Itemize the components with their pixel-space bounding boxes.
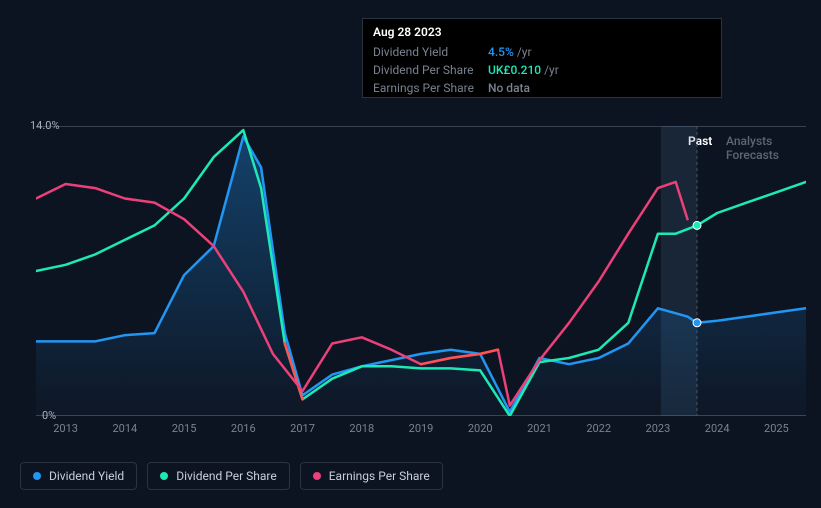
legend-label: Dividend Per Share	[176, 469, 277, 483]
legend-label: Earnings Per Share	[329, 469, 430, 483]
x-axis-tick: 2025	[764, 422, 789, 435]
tooltip-suffix: /yr	[544, 63, 559, 77]
x-axis-tick: 2020	[468, 422, 493, 435]
chart-tooltip: Aug 28 2023 Dividend Yield4.5%/yrDividen…	[362, 18, 722, 98]
legend-dot	[33, 472, 41, 480]
tooltip-value: 4.5%	[488, 45, 514, 59]
legend-item[interactable]: Dividend Per Share	[147, 462, 290, 490]
legend: Dividend Yield Dividend Per Share Earnings…	[20, 462, 443, 490]
x-axis-tick: 2021	[527, 422, 552, 435]
legend-dot	[313, 472, 321, 480]
tooltip-row: Dividend Yield4.5%/yr	[363, 43, 721, 61]
tooltip-value: UK£0.210	[488, 63, 541, 77]
legend-label: Dividend Yield	[49, 469, 124, 483]
y-axis-label: 0%	[42, 409, 56, 422]
x-axis-tick: 2017	[290, 422, 315, 435]
legend-dot	[160, 472, 168, 480]
tooltip-label: Dividend Per Share	[373, 63, 488, 77]
chart-area[interactable]: Past Analysts Forecasts 2013201420152016…	[20, 100, 810, 440]
legend-item[interactable]: Dividend Yield	[20, 462, 137, 490]
tooltip-value: No data	[488, 81, 530, 95]
tooltip-row: Dividend Per ShareUK£0.210/yr	[363, 61, 721, 79]
x-axis-tick: 2024	[705, 422, 730, 435]
tooltip-suffix: /yr	[517, 45, 532, 59]
x-axis-tick: 2018	[349, 422, 374, 435]
x-axis-tick: 2019	[409, 422, 434, 435]
x-axis-tick: 2014	[112, 422, 137, 435]
chart-svg	[36, 126, 806, 416]
x-axis-tick: 2016	[231, 422, 256, 435]
x-axis-tick: 2013	[53, 422, 78, 435]
x-axis-tick: 2022	[586, 422, 611, 435]
x-axis-tick: 2015	[172, 422, 197, 435]
x-axis-tick: 2023	[646, 422, 671, 435]
tooltip-label: Dividend Yield	[373, 45, 488, 59]
legend-item[interactable]: Earnings Per Share	[300, 462, 443, 490]
tooltip-date: Aug 28 2023	[363, 19, 721, 43]
tooltip-label: Earnings Per Share	[373, 81, 488, 95]
y-axis-label: 14.0%	[30, 119, 60, 132]
tooltip-row: Earnings Per ShareNo data	[363, 79, 721, 97]
